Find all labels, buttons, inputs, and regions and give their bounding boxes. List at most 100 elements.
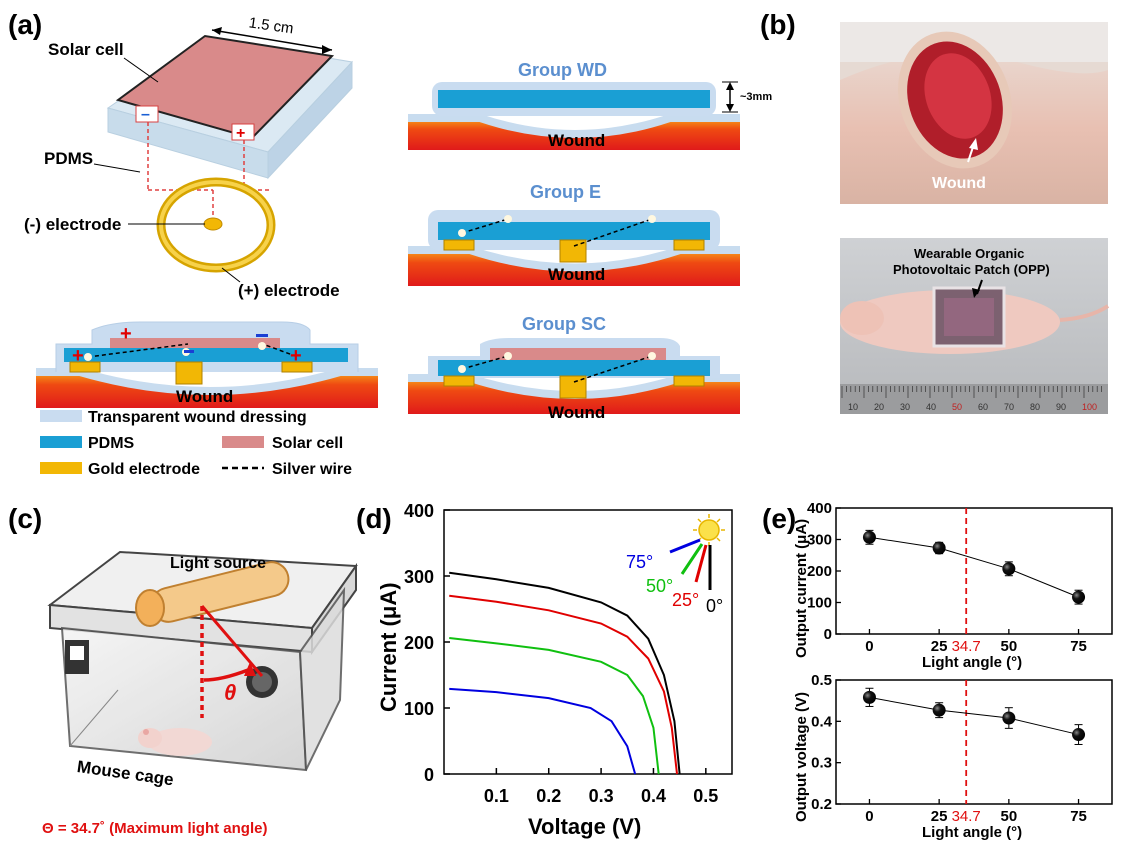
max-angle-caption: Θ = 34.7˚ (Maximum light angle) [42,820,267,837]
svg-text:+: + [290,345,302,367]
mouse-cage-illustration [47,550,358,772]
chart-d-xtick-label: 0.4 [641,786,666,806]
mouse-cage-label: Mouse cage [76,757,175,789]
iv-curve-chart: 0.1 0.2 0.3 0.4 0.5 0 100 200 300 400 [404,501,733,806]
legend-silver: Silver wire [272,461,352,478]
max-angle-tick-label: 34.7 [952,808,981,825]
legend-0: 0° [706,596,723,616]
series-line-75deg [449,687,637,775]
max-angle-tick-label: 34.7 [952,638,981,655]
center-electrode [203,217,223,231]
chart-d-xtick-label: 0.5 [693,786,718,806]
ruler-mark: 10 [848,402,858,412]
data-point [932,703,946,717]
ruler-mark: 20 [874,402,884,412]
trend-line [869,696,1079,736]
patch-label-line2: Photovoltaic Patch (OPP) [893,262,1050,277]
solar-cell-label: Solar cell [48,40,124,59]
ruler-mark: 50 [952,402,962,412]
chart-d-xlabel: Voltage (V) [528,814,641,839]
device-3d-illustration: – + 1.5 cm [106,14,353,273]
ruler-mark: 100 [1082,402,1097,412]
xtick-label: 25 [931,808,948,825]
voltage-vs-angle-chart: 0 25 50 75 0.2 0.3 0.4 0.5 34.7 [811,672,1113,825]
series-line-25deg [449,594,679,775]
positive-terminal [231,123,255,141]
ytick-label: 0.5 [811,672,832,689]
group-sc-wound: Wound [548,403,605,422]
pdms-label: PDMS [44,149,93,168]
chart-d-xtick-label: 0.2 [536,786,561,806]
ruler-mark: 90 [1056,402,1066,412]
legend-dressing: Transparent wound dressing [88,409,307,426]
cross-section-group-wd [408,81,740,150]
pos-electrode-label: (+) electrode [238,281,340,300]
legend-panel-a: Transparent wound dressing PDMS Solar ce… [40,409,352,478]
group-wd-title: Group WD [518,60,607,80]
sun-icon [669,514,725,590]
xtick-label: 75 [1070,808,1087,825]
trend-line [869,536,1079,598]
ytick-label: 0.3 [811,755,832,772]
legend-swatch-solar [222,436,264,448]
data-point [862,530,876,544]
svg-text:+: + [72,345,84,367]
ytick-label: 400 [807,500,832,517]
ytick-label: 300 [807,532,832,549]
ruler-mark: 60 [978,402,988,412]
ruler-mark: 70 [1004,402,1014,412]
data-point [1002,711,1016,725]
chart-e2-ylabel: Output voltage (V) [793,692,810,822]
legend-swatch-dressing [40,410,82,422]
ruler-mark: 80 [1030,402,1040,412]
legend-50: 50° [646,576,673,596]
panel-label-a: (a) [8,9,42,40]
legend-75: 75° [626,552,653,572]
chart-e1-ylabel: Output current (μA) [793,519,810,658]
wound-label-a: Wound [176,387,233,406]
chart-d-ytick-label: 300 [404,567,434,587]
cross-section-group-e [408,210,740,286]
panel-label-c: (c) [8,503,42,534]
cross-section-full: + + + [36,321,378,408]
group-sc-title: Group SC [522,314,606,334]
ytick-label: 0.4 [811,713,833,730]
mouse-patch-photo [840,238,1110,414]
chart-d-ytick-label: 100 [404,699,434,719]
group-wd-thickness: ~3mm [740,91,772,103]
ytick-label: 200 [807,563,832,580]
svg-text:+: + [236,125,245,142]
panel-label-d: (d) [356,503,392,534]
light-source-label: Light source [170,555,266,572]
panel-label-e: (e) [762,503,796,534]
series-line-0deg [449,571,681,775]
ytick-label: 0 [824,626,832,643]
dimension-label: 1.5 cm [248,14,295,37]
data-point [1072,728,1086,742]
xtick-label: 0 [865,638,873,655]
chart-e1-frame [835,507,1113,635]
ruler: 10 20 30 40 50 60 70 80 90 100 [841,386,1102,412]
chart-d-ytick-label: 0 [424,765,434,785]
chart-d-ytick-label: 200 [404,633,434,653]
legend-solar: Solar cell [272,435,343,452]
ytick-label: 0.2 [811,796,832,813]
data-point [932,541,946,555]
ruler-mark: 30 [900,402,910,412]
photo-wound-label: Wound [932,175,986,192]
neg-electrode-label: (-) electrode [24,215,121,234]
chart-e2-xlabel: Light angle (°) [922,824,1022,841]
xtick-label: 50 [1001,808,1018,825]
svg-text:+: + [120,323,132,345]
panel-label-b: (b) [760,9,796,40]
svg-text:–: – [141,106,150,123]
ytick-label: 100 [807,595,832,612]
data-point [862,690,876,704]
data-point [1072,590,1086,604]
cross-section-group-sc [408,338,740,414]
chart-e1-xlabel: Light angle (°) [922,654,1022,671]
patch-label-line1: Wearable Organic [914,246,1024,261]
group-e-title: Group E [530,182,601,202]
chart-d-xtick-label: 0.3 [589,786,614,806]
